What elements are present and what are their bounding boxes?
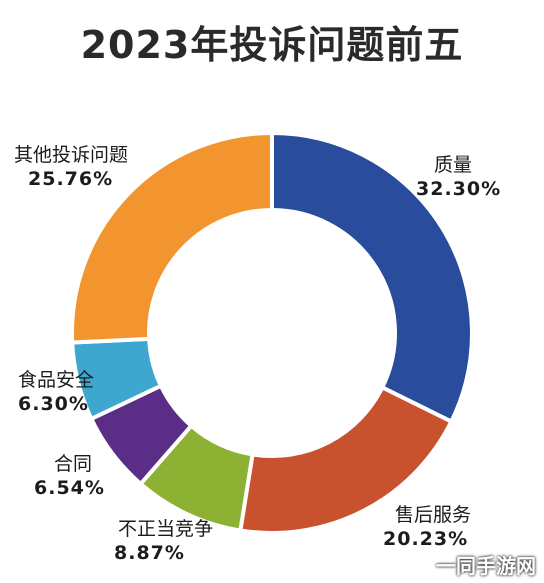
label-after-sales-value: 20.23% (383, 528, 469, 550)
label-other-complaints-name: 其他投诉问题 (14, 144, 129, 166)
label-food-safety: 食品安全 6.30% (18, 368, 94, 416)
label-quality: 质量 32.30% (416, 153, 501, 201)
label-food-safety-value: 6.30% (18, 393, 89, 415)
label-other-complaints-value: 25.76% (28, 168, 114, 190)
label-after-sales: 售后服务 20.23% (383, 503, 472, 551)
label-food-safety-name: 食品安全 (18, 369, 95, 391)
label-unfair-competition: 不正当竞争 8.87% (114, 517, 214, 565)
label-quality-value: 32.30% (416, 178, 502, 200)
label-unfair-competition-value: 8.87% (114, 542, 185, 564)
label-unfair-competition-name: 不正当竞争 (118, 518, 214, 540)
watermark-logo: 一同手游网 (436, 554, 536, 578)
label-quality-name: 质量 (434, 154, 473, 176)
slice-other-complaints (70, 130, 274, 345)
chart-title: 2023年投诉问题前五 (80, 23, 464, 67)
label-contract-value: 6.54% (34, 477, 105, 499)
label-contract: 合同 6.54% (34, 452, 105, 500)
label-contract-name: 合同 (54, 453, 93, 475)
slice-after-sales (238, 384, 455, 535)
slice-quality (270, 130, 474, 425)
label-after-sales-name: 售后服务 (395, 504, 472, 526)
label-other-complaints: 其他投诉问题 25.76% (14, 143, 128, 191)
